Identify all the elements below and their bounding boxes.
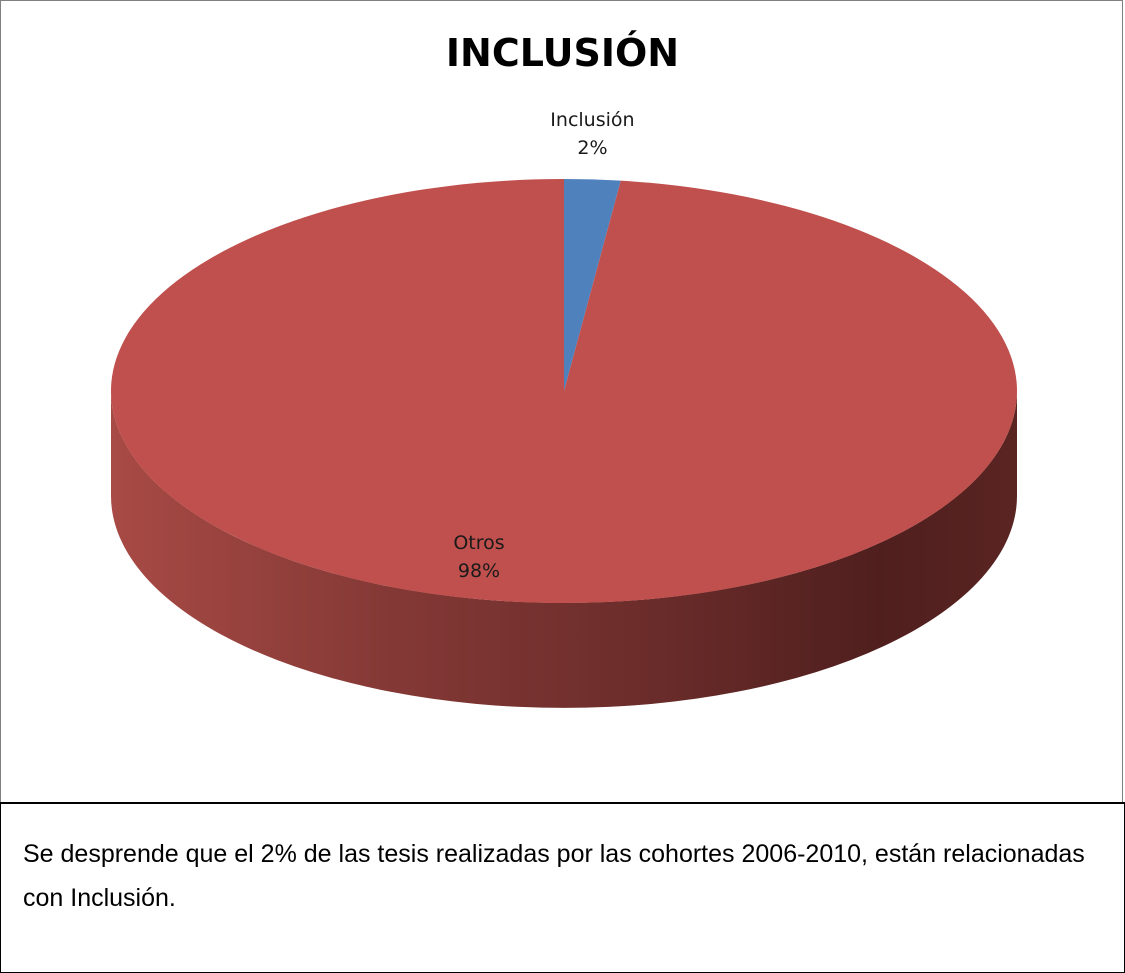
pie-top-group: [111, 179, 1018, 603]
pie-side-wall: [111, 391, 1017, 708]
caption-box: Se desprende que el 2% de las tesis real…: [0, 802, 1125, 973]
pie-slice-otros: [111, 179, 1018, 603]
slice-label-value: 98%: [457, 560, 501, 582]
pie-side-group: [111, 391, 1017, 708]
slice-label-otros: Otros 98%: [424, 529, 534, 585]
slice-label-value: 2%: [577, 137, 608, 159]
pie-chart: [111, 179, 1018, 708]
chart-container: INCLUSIÓN Inclusión 2% Otros 98%: [0, 0, 1123, 803]
caption-text: Se desprende que el 2% de las tesis real…: [23, 840, 1085, 912]
slice-label-inclusion: Inclusión 2%: [537, 106, 647, 162]
pie-slice-inclusi-n: [564, 179, 621, 391]
chart-title: INCLUSIÓN: [445, 31, 680, 75]
slice-label-name: Otros: [453, 532, 505, 554]
slice-label-name: Inclusión: [550, 109, 635, 131]
